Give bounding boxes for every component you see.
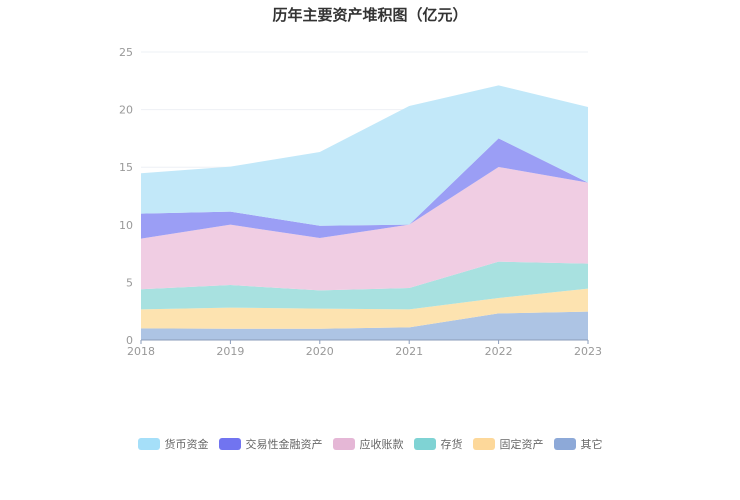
- legend-item[interactable]: 货币资金: [137, 436, 209, 452]
- legend-item[interactable]: 交易性金融资产: [218, 436, 323, 452]
- chart-title: 历年主要资产堆积图（亿元）: [272, 6, 468, 24]
- x-tick-label: 2022: [485, 345, 513, 358]
- x-tick-label: 2021: [395, 345, 423, 358]
- legend-swatch: [553, 438, 576, 450]
- legend-item[interactable]: 固定资产: [472, 436, 544, 452]
- area-2: [141, 261, 588, 310]
- legend-label: 固定资产: [499, 438, 544, 451]
- legend-label: 存货: [440, 438, 463, 451]
- x-tick-label: 2023: [574, 345, 602, 358]
- area-1: [141, 288, 588, 329]
- y-tick-label: 15: [119, 161, 133, 174]
- legend-label: 应收账款: [359, 438, 404, 451]
- legend-swatch: [413, 438, 436, 450]
- legend-item[interactable]: 应收账款: [332, 436, 404, 452]
- legend: 货币资金 交易性金融资产 应收账款 存货 固定资产 其它: [0, 436, 740, 452]
- legend-label: 货币资金: [164, 438, 209, 451]
- legend-item[interactable]: 其它: [553, 436, 603, 452]
- x-tick-label: 2018: [127, 345, 155, 358]
- legend-item[interactable]: 存货: [413, 436, 463, 452]
- y-tick-label: 10: [119, 219, 133, 232]
- area-0: [141, 311, 588, 340]
- y-tick-label: 0: [126, 334, 133, 347]
- area-5: [141, 85, 588, 226]
- area-4: [141, 138, 588, 239]
- y-tick-label: 20: [119, 104, 133, 117]
- legend-swatch: [332, 438, 355, 450]
- y-tick-label: 5: [126, 276, 133, 289]
- area-3: [141, 166, 588, 291]
- legend-swatch: [472, 438, 495, 450]
- y-tick-label: 25: [119, 46, 133, 59]
- legend-label: 交易性金融资产: [245, 438, 323, 451]
- x-tick-label: 2020: [306, 345, 334, 358]
- x-tick-label: 2019: [216, 345, 244, 358]
- legend-label: 其它: [580, 438, 603, 451]
- legend-swatch: [137, 438, 160, 450]
- legend-swatch: [218, 438, 241, 450]
